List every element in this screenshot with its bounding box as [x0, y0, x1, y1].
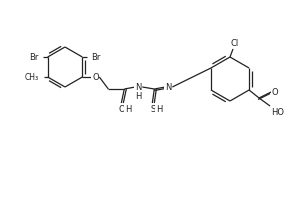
Text: HO: HO	[271, 108, 284, 116]
Text: O: O	[92, 72, 98, 82]
Text: Br: Br	[91, 52, 101, 61]
Text: S: S	[151, 104, 156, 113]
Text: N: N	[165, 83, 172, 91]
Text: Br: Br	[29, 52, 39, 61]
Text: Cl: Cl	[231, 38, 239, 47]
Text: H: H	[135, 91, 141, 100]
Text: O: O	[118, 104, 125, 113]
Text: H: H	[156, 104, 162, 113]
Text: H: H	[125, 104, 132, 113]
Text: O: O	[272, 87, 278, 97]
Text: CH₃: CH₃	[24, 72, 39, 82]
Text: N: N	[135, 83, 141, 91]
